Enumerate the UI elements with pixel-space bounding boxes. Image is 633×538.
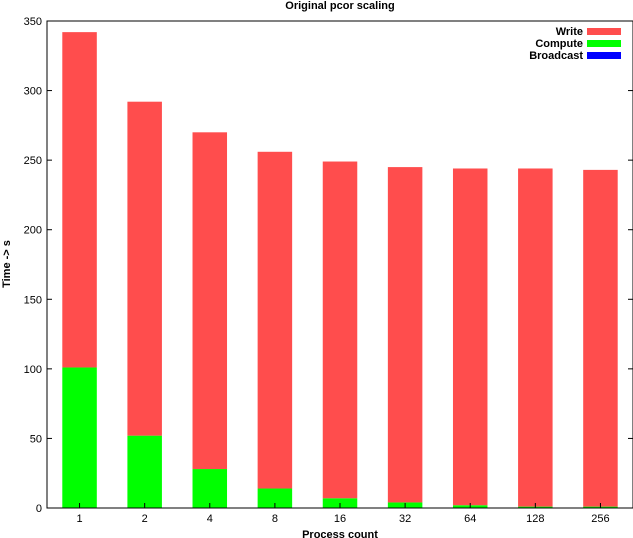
y-tick-label: 250 [24, 155, 42, 167]
x-tick-label: 128 [526, 513, 544, 525]
bars-layer [62, 32, 618, 508]
legend-swatch-broadcast [587, 52, 621, 59]
x-tick-label: 64 [464, 513, 476, 525]
x-tick-label: 16 [334, 513, 346, 525]
y-tick-label: 350 [24, 16, 42, 28]
y-tick-label: 0 [36, 503, 42, 515]
x-tick-label: 256 [591, 513, 609, 525]
bar-write-128 [518, 168, 553, 507]
bar-compute-8 [257, 488, 293, 508]
bar-write-32 [387, 167, 423, 503]
bar-write-8 [257, 151, 293, 489]
bar-write-64 [452, 168, 488, 506]
ticks-layer: 1 2 4 8 16 32 64 128 256 0 50 100 150 200 250 300 350 [24, 16, 633, 525]
y-tick-label: 300 [24, 86, 42, 98]
y-axis-title: Time -> s [1, 240, 13, 288]
bar-write-1 [62, 32, 97, 368]
legend-label-write: Write [556, 26, 583, 38]
bar-write-4 [192, 132, 228, 470]
legend-label-compute: Compute [535, 38, 583, 50]
legend-label-broadcast: Broadcast [529, 50, 583, 62]
x-axis-title: Process count [302, 529, 378, 538]
bar-write-16 [322, 161, 358, 499]
x-tick-label: 1 [76, 513, 82, 525]
bar-compute-1 [62, 367, 97, 508]
y-tick-label: 50 [30, 433, 42, 445]
x-tick-label: 32 [399, 513, 411, 525]
chart-title: Original pcor scaling [285, 0, 394, 12]
bar-write-2 [127, 101, 162, 436]
legend-swatch-write [587, 28, 621, 35]
legend-swatch-compute [587, 40, 621, 47]
y-tick-label: 200 [24, 225, 42, 237]
y-tick-label: 150 [24, 294, 42, 306]
bar-compute-4 [192, 469, 228, 508]
y-tick-label: 100 [24, 364, 42, 376]
x-tick-label: 4 [207, 513, 213, 525]
x-tick-label: 2 [142, 513, 148, 525]
bar-write-256 [583, 169, 618, 507]
x-tick-label: 8 [272, 513, 278, 525]
bar-compute-2 [127, 435, 162, 508]
